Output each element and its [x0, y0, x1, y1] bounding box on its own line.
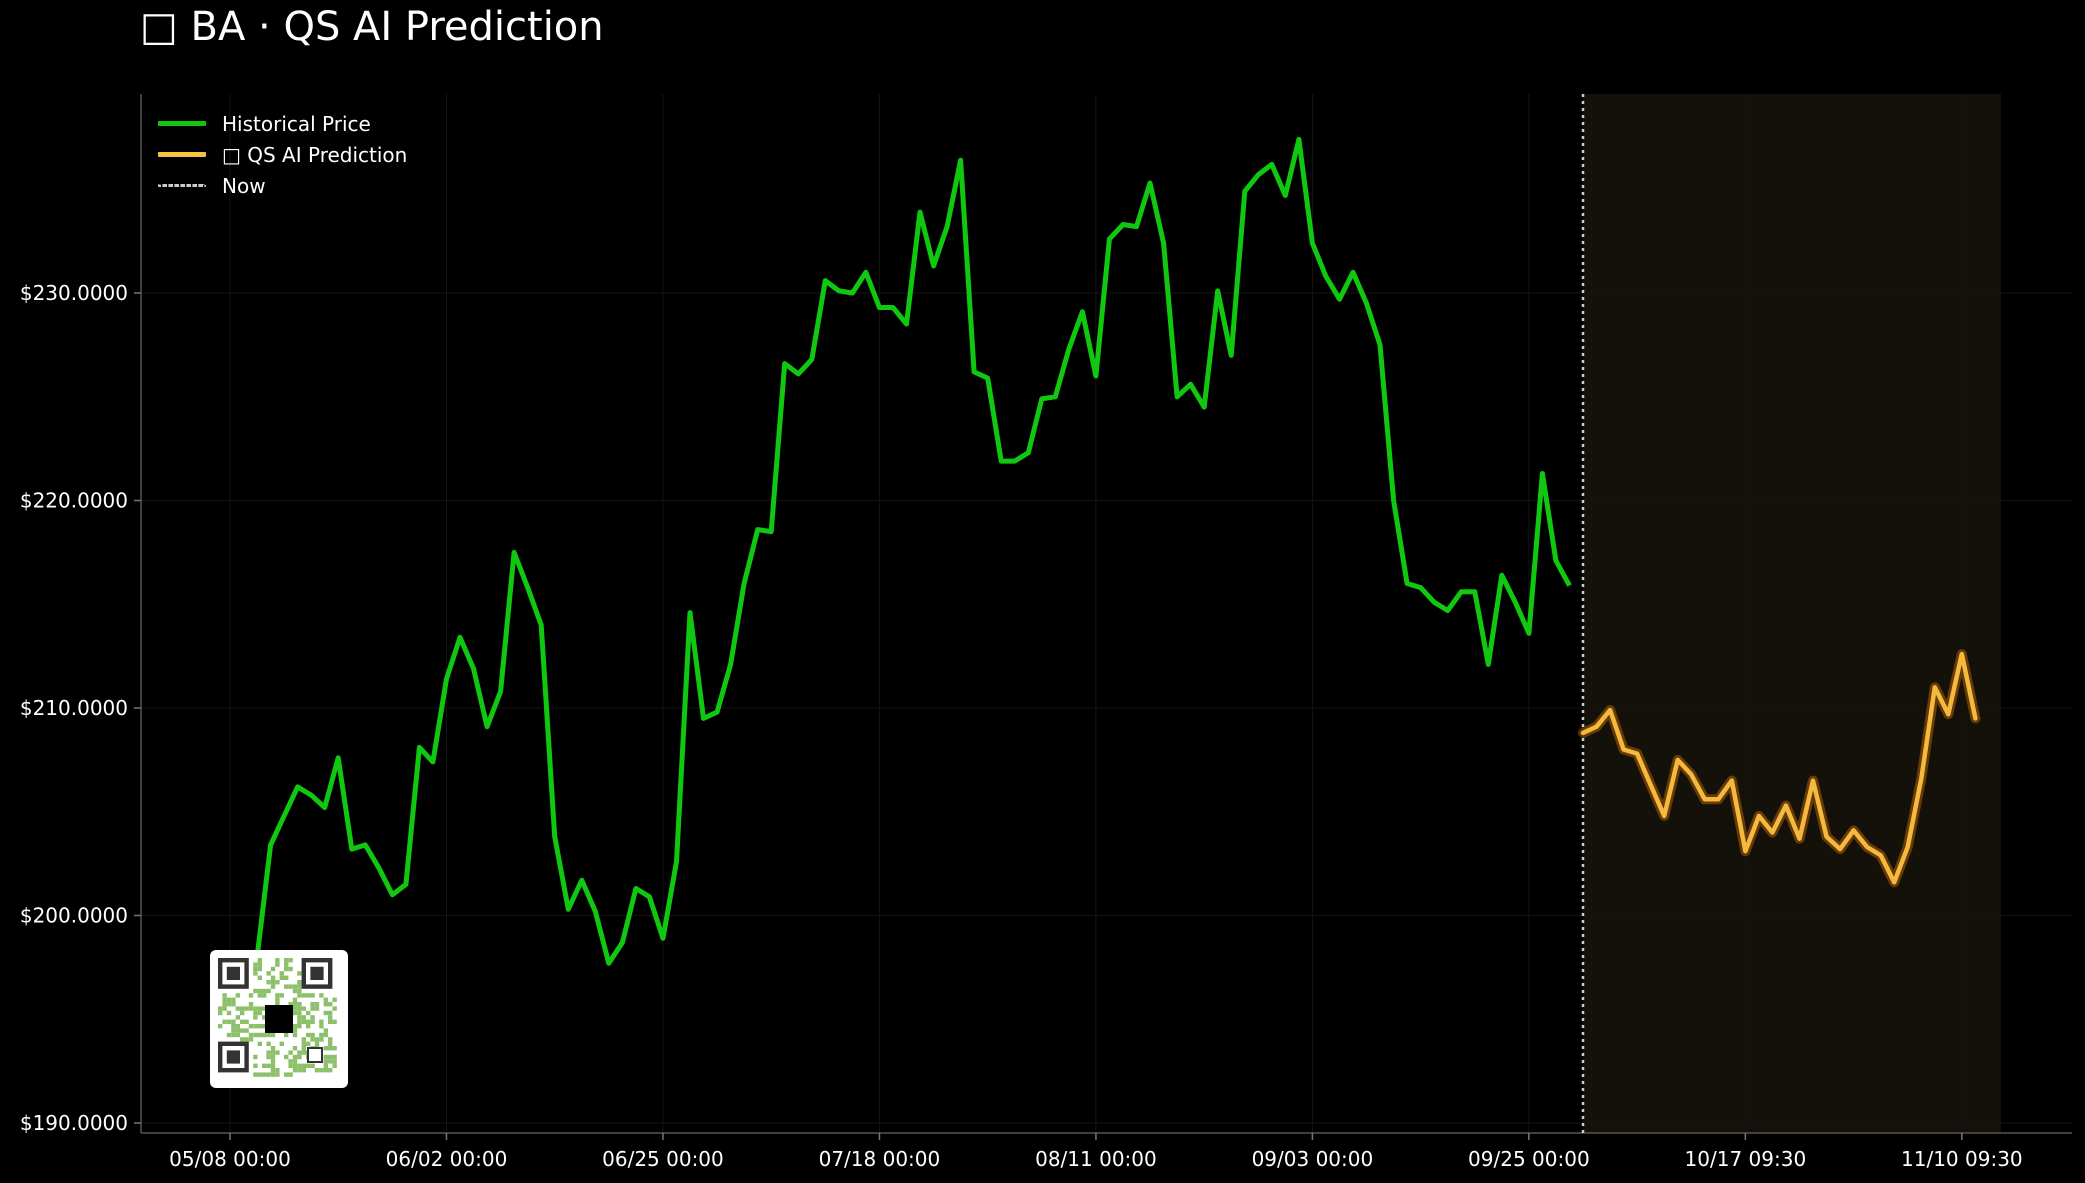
- chart-legend: Historical Price □ QS AI Prediction Now: [158, 108, 407, 201]
- legend-label: □ QS AI Prediction: [222, 142, 408, 167]
- x-tick-label: 08/11 00:00: [1035, 1147, 1157, 1171]
- legend-label: Now: [222, 173, 266, 198]
- x-tick-label: 09/03 00:00: [1252, 1147, 1374, 1171]
- series-lines: [227, 136, 1981, 1087]
- legend-item-now: Now: [158, 170, 407, 201]
- x-axis-ticks: 05/08 00:00 06/02 00:00 06/25 00:00 07/18 0…: [169, 1133, 2023, 1171]
- y-tick-label: $220.0000: [20, 489, 128, 513]
- legend-swatch-prediction: [158, 152, 206, 157]
- y-tick-label: $200.0000: [20, 904, 128, 928]
- x-tick-label: 11/10 09:30: [1901, 1147, 2023, 1171]
- x-tick-label: 05/08 00:00: [169, 1147, 291, 1171]
- x-tick-label: 06/02 00:00: [386, 1147, 508, 1171]
- historical-price-line: [227, 136, 1572, 1087]
- chart-title: □ BA · QS AI Prediction: [140, 4, 604, 50]
- y-tick-label: $190.0000: [20, 1111, 128, 1135]
- x-tick-label: 09/25 00:00: [1468, 1147, 1590, 1171]
- legend-label: Historical Price: [222, 111, 371, 136]
- legend-swatch-historical: [158, 121, 206, 126]
- x-tick-label: 10/17 09:30: [1685, 1147, 1807, 1171]
- qr-code-icon: [210, 950, 348, 1088]
- prediction-line: [1580, 651, 1978, 885]
- x-tick-label: 07/18 00:00: [819, 1147, 941, 1171]
- y-axis-ticks: $190.0000 $200.0000 $210.0000 $220.0000 $230…: [20, 281, 141, 1135]
- legend-item-historical: Historical Price: [158, 108, 407, 139]
- x-tick-label: 06/25 00:00: [602, 1147, 724, 1171]
- forecast-band: [1583, 94, 2001, 1133]
- y-tick-label: $230.0000: [20, 281, 128, 305]
- legend-swatch-now: [158, 184, 206, 187]
- y-tick-label: $210.0000: [20, 696, 128, 720]
- grid-lines: [141, 94, 2072, 1133]
- legend-item-prediction: □ QS AI Prediction: [158, 139, 407, 170]
